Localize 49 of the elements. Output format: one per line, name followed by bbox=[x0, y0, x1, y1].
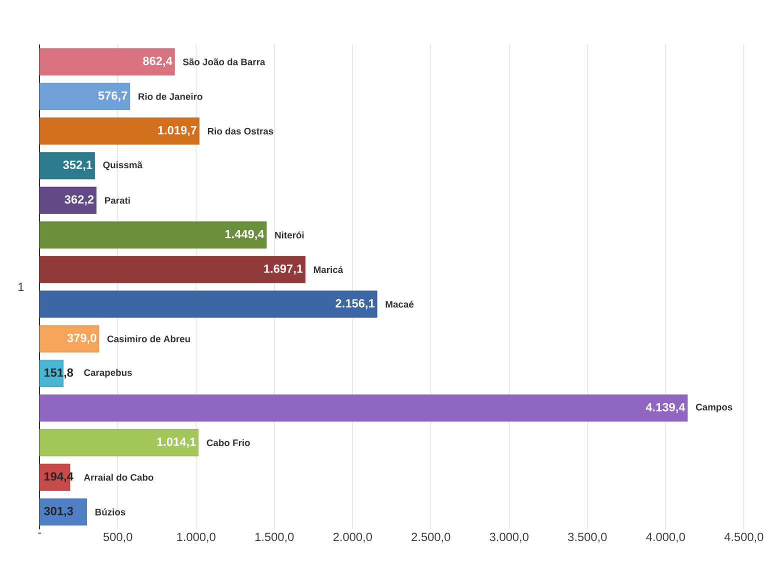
bar bbox=[39, 186, 96, 214]
bar bbox=[39, 325, 100, 352]
x-tick-label: 2.500,0 bbox=[412, 532, 450, 543]
series-label: Rio de Janeiro bbox=[138, 93, 202, 100]
x-tick-label: 4.500,0 bbox=[724, 532, 764, 543]
data-label: 1.014,1 bbox=[157, 438, 196, 448]
bar bbox=[39, 222, 267, 249]
bar bbox=[39, 152, 95, 180]
series-label: Casimiro de Abreu bbox=[107, 335, 190, 342]
bar bbox=[39, 290, 378, 318]
x-tick-label: 4.000,0 bbox=[646, 532, 685, 543]
data-label: 2.156,1 bbox=[336, 299, 375, 310]
data-label: 352,1 bbox=[63, 160, 92, 171]
bar bbox=[39, 118, 200, 145]
data-label: 301,3 bbox=[44, 507, 74, 518]
bar bbox=[39, 48, 175, 76]
x-tick-label: 1.000,0 bbox=[177, 532, 216, 543]
series-label: Cabo Frio bbox=[206, 439, 250, 446]
data-label: 1.019,7 bbox=[158, 126, 196, 136]
x-tick-label: 3.000,0 bbox=[490, 532, 528, 543]
series-label: Quissmã bbox=[103, 161, 143, 170]
data-label: 1.449,4 bbox=[225, 230, 264, 240]
bar bbox=[39, 429, 198, 456]
text: Carapebus bbox=[84, 369, 132, 378]
series-label: Campos bbox=[696, 404, 732, 412]
data-label: 862,4 bbox=[143, 56, 172, 68]
x-tick-label: - bbox=[38, 532, 42, 534]
x-tick-label: 1.500,0 bbox=[255, 532, 294, 543]
y-tick-label: 1 bbox=[18, 282, 24, 292]
data-label: 379,0 bbox=[67, 334, 96, 344]
data-label: 1.697,1 bbox=[264, 264, 303, 275]
data-label: 362,2 bbox=[64, 195, 94, 206]
series-label: Maricá bbox=[314, 266, 344, 274]
x-tick-label: 2.000,0 bbox=[333, 532, 372, 543]
series-label: Arraial do Cabo bbox=[84, 474, 154, 481]
data-label: 4.139,4 bbox=[646, 403, 686, 414]
bar bbox=[39, 83, 130, 110]
bar bbox=[39, 498, 87, 526]
bar bbox=[39, 256, 306, 284]
series-label: Niterói bbox=[275, 232, 304, 239]
series-label: Macaé bbox=[386, 300, 414, 308]
x-tick-label: 500,0 bbox=[103, 532, 132, 543]
x-tick-label: 3.500,0 bbox=[568, 532, 607, 543]
bar bbox=[39, 394, 688, 422]
series-label: Parati bbox=[105, 197, 130, 204]
series-label: Rio das Ostras bbox=[208, 128, 274, 135]
data-label: 576,7 bbox=[98, 92, 128, 102]
series-label: Búzios bbox=[95, 508, 126, 516]
series-label: São João da Barra bbox=[182, 58, 266, 66]
